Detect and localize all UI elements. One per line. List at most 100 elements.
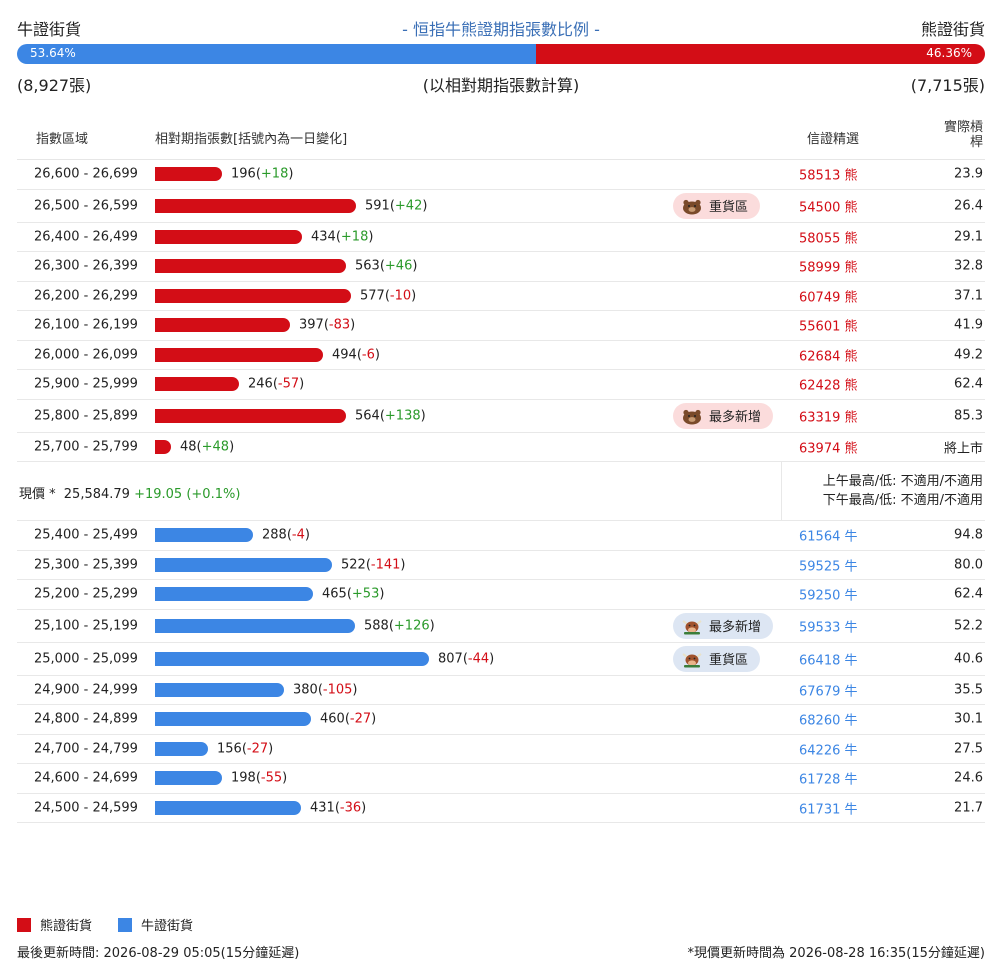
contracts-value: 465(+53) xyxy=(322,586,385,602)
bull-warrant-link[interactable]: 61731 牛 xyxy=(799,802,858,818)
index-range: 24,800 - 24,899 xyxy=(34,711,138,727)
daily-change: +138 xyxy=(384,408,421,423)
effective-gearing: 80.0 xyxy=(954,557,983,573)
bear-warrant-link[interactable]: 63974 熊 xyxy=(799,441,858,457)
table-row: 25,300 - 25,399 522(-141) 59525 牛 80.0 xyxy=(17,551,985,580)
contracts-qty: 494 xyxy=(332,347,357,363)
bull-rows: 25,400 - 25,499 288(-4) 61564 牛 94.8 25,300 … xyxy=(17,521,985,823)
bear-warrant-link[interactable]: 62684 熊 xyxy=(799,349,858,365)
table-row: 26,500 - 26,599 591(+42) 重貨區 54500 熊 26.4 xyxy=(17,190,985,223)
index-range: 25,100 - 25,199 xyxy=(34,618,138,633)
effective-gearing: 35.5 xyxy=(954,682,983,698)
bull-highlight-tag[interactable]: 重貨區 xyxy=(673,645,761,672)
bear-warrant-link[interactable]: 55601 熊 xyxy=(799,319,858,335)
contracts-value: 380(-105) xyxy=(293,682,358,698)
contracts-value: 460(-27) xyxy=(320,711,377,727)
bear-warrant-link[interactable]: 58055 熊 xyxy=(799,231,858,247)
bull-contracts-bar xyxy=(155,528,253,543)
contracts-qty: 460 xyxy=(320,711,345,727)
bear-outstanding-title: 熊證街貨 xyxy=(920,20,985,39)
daily-change: -4 xyxy=(291,527,305,543)
bear-contracts-bar xyxy=(155,229,302,244)
index-range: 26,200 - 26,299 xyxy=(34,288,138,304)
bull-warrant-link[interactable]: 68260 牛 xyxy=(799,713,858,729)
bear-highlight-tag[interactable]: 最多新增 xyxy=(673,402,774,429)
daily-change: +18 xyxy=(260,166,289,182)
bull-bear-ratio-bar: 53.64% 46.36% xyxy=(17,44,985,64)
daily-change: -44 xyxy=(467,651,490,666)
bear-rows: 26,600 - 26,699 196(+18) 58513 熊 23.9 26,500… xyxy=(17,160,985,462)
contracts-qty: 563 xyxy=(355,258,380,274)
index-range: 26,300 - 26,399 xyxy=(34,258,138,274)
index-range: 26,600 - 26,699 xyxy=(34,166,138,182)
effective-gearing: 41.9 xyxy=(954,317,983,333)
legend-bull-label: 牛證街貨 xyxy=(141,919,194,934)
index-range: 26,000 - 26,099 xyxy=(34,347,138,363)
bull-warrant-link[interactable]: 64226 牛 xyxy=(799,743,858,759)
bear-contracts-bar xyxy=(155,288,351,303)
effective-gearing: 26.4 xyxy=(954,198,983,213)
legend-bull: 牛證街貨 xyxy=(118,915,193,934)
bear-warrant-link[interactable]: 62428 熊 xyxy=(799,378,858,394)
bull-warrant-link[interactable]: 61728 牛 xyxy=(799,772,858,788)
pm-high-low: 下午最高/低: 不適用/不適用 xyxy=(822,493,983,508)
index-range: 26,500 - 26,599 xyxy=(34,198,138,213)
bear-contracts-bar xyxy=(155,198,356,213)
bear-highlight-tag[interactable]: 重貨區 xyxy=(673,192,761,219)
bull-contracts-bar xyxy=(155,618,355,633)
index-range: 25,800 - 25,899 xyxy=(34,408,138,423)
table-row: 26,100 - 26,199 397(-83) 55601 熊 41.9 xyxy=(17,311,985,341)
daily-change: -27 xyxy=(349,711,372,727)
bear-warrant-link[interactable]: 60749 熊 xyxy=(799,290,858,306)
bull-warrant-link[interactable]: 59533 牛 xyxy=(799,620,858,635)
bull-warrant-link[interactable]: 61564 牛 xyxy=(799,529,858,545)
daily-change: +48 xyxy=(201,439,230,455)
bear-warrant-link[interactable]: 58513 熊 xyxy=(799,168,858,184)
table-row: 26,000 - 26,099 494(-6) 62684 熊 49.2 xyxy=(17,341,985,370)
bull-warrant-link[interactable]: 66418 牛 xyxy=(799,653,858,668)
bear-contracts-bar xyxy=(155,167,222,182)
bear-warrant-link[interactable]: 63319 熊 xyxy=(799,410,858,425)
effective-gearing: 24.6 xyxy=(954,770,983,786)
bear-contracts-bar xyxy=(155,318,290,333)
bull-warrant-link[interactable]: 67679 牛 xyxy=(799,684,858,700)
last-updated: 最後更新時間: 2026-08-29 05:05(15分鐘延遲) xyxy=(17,946,300,961)
contracts-qty: 397 xyxy=(299,317,324,333)
table-row: 25,700 - 25,799 48(+48) 63974 熊 將上市 xyxy=(17,433,985,462)
index-range: 25,400 - 25,499 xyxy=(34,527,138,543)
bull-count: (8,927張) xyxy=(17,76,92,95)
bull-contracts-bar xyxy=(155,800,301,815)
bear-icon xyxy=(681,197,703,215)
bull-highlight-tag[interactable]: 最多新增 xyxy=(673,612,774,639)
bull-warrant-link[interactable]: 59525 牛 xyxy=(799,559,858,575)
effective-gearing: 30.1 xyxy=(954,711,983,727)
bull-outstanding-title: 牛證街貨 xyxy=(17,20,82,39)
daily-change: -6 xyxy=(361,347,375,363)
spot-price-row: 現價 * 25,584.79 +19.05 (+0.1%) 上午最高/低: 不適… xyxy=(17,461,985,521)
bear-warrant-link[interactable]: 58999 熊 xyxy=(799,260,858,276)
effective-gearing: 40.6 xyxy=(954,651,983,666)
contracts-qty: 198 xyxy=(231,770,256,786)
table-header: 指數區域 相對期指張數[括號內為一日變化] 信證精選 實際槓桿 xyxy=(17,118,985,160)
daily-change: -55 xyxy=(260,770,283,786)
bull-warrant-link[interactable]: 59250 牛 xyxy=(799,588,858,604)
daily-change: -36 xyxy=(339,800,362,816)
table-row: 26,600 - 26,699 196(+18) 58513 熊 23.9 xyxy=(17,160,985,190)
bear-ratio-segment: 46.36% xyxy=(536,44,985,64)
contracts-value: 591(+42) xyxy=(365,198,428,213)
bull-contracts-bar xyxy=(155,712,311,727)
contracts-value: 577(-10) xyxy=(360,288,417,304)
index-range: 26,100 - 26,199 xyxy=(34,317,138,333)
bear-warrant-link[interactable]: 54500 熊 xyxy=(799,200,858,215)
contracts-value: 522(-141) xyxy=(341,557,406,573)
contracts-value: 563(+46) xyxy=(355,258,418,274)
contracts-qty: 465 xyxy=(322,586,347,602)
daily-change: +46 xyxy=(384,258,413,274)
effective-gearing: 27.5 xyxy=(954,741,983,757)
bear-count: (7,715張) xyxy=(910,76,985,95)
contracts-value: 431(-36) xyxy=(310,800,367,816)
spot-value: 25,584.79 xyxy=(63,487,130,502)
spot-price: 現價 * 25,584.79 +19.05 (+0.1%) xyxy=(19,483,240,502)
index-range: 25,300 - 25,399 xyxy=(34,557,138,573)
table-row: 25,900 - 25,999 246(-57) 62428 熊 62.4 xyxy=(17,370,985,400)
